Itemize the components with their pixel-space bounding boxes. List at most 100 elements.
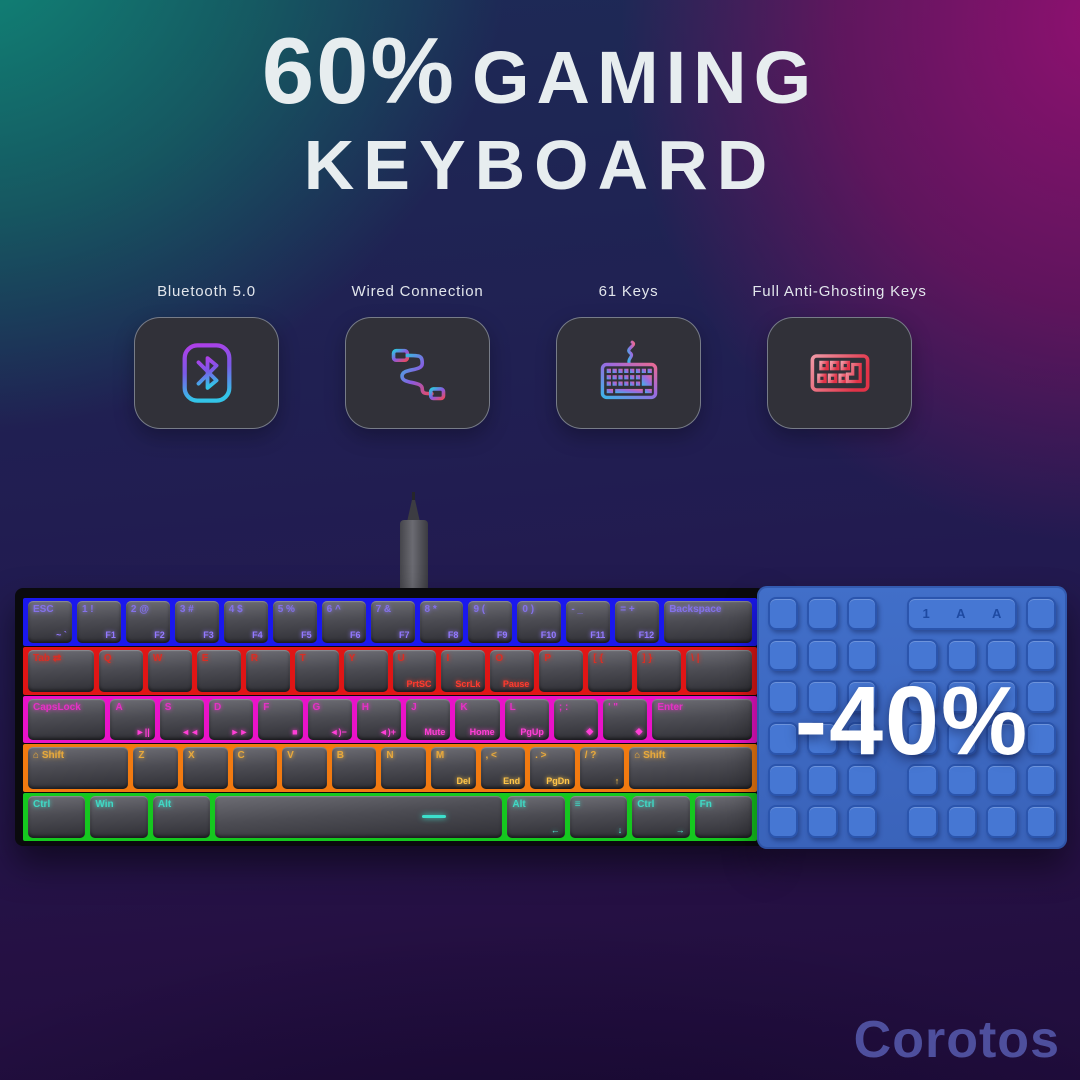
feature-label: Full Anti-Ghosting Keys: [752, 283, 927, 300]
key-legend: Q: [103, 652, 112, 664]
panel-key: [768, 805, 799, 838]
indicator-glyph: A: [991, 605, 1002, 621]
keyboard-key: Enter: [652, 698, 752, 741]
keyboard-key: I ScrLk: [441, 649, 486, 692]
key-sub-legend: ◆: [635, 726, 643, 737]
panel-key: [768, 597, 799, 630]
keyboard-row-1: ESC ~ ` 1 ! F1 2 @ F2 3 # F3 4 $ F4 5 % F5 6 ^ F6 7 & F…: [23, 598, 757, 646]
key-legend: C: [237, 750, 245, 762]
key-legend: X: [187, 750, 195, 762]
keyboard-key: A ►||: [110, 698, 155, 741]
keyboard-key: Alt ←: [507, 796, 565, 838]
panel-key: [907, 763, 938, 797]
keyboard-key: F ■: [258, 698, 303, 741]
keyboard-key: T: [294, 649, 339, 692]
feature-label: 61 Keys: [598, 283, 659, 300]
keyboard-key: = + F12: [615, 601, 660, 643]
key-sub-legend: PgDn: [546, 776, 570, 787]
key-legend: Z: [138, 750, 145, 762]
keyboard-key: \ |: [686, 649, 753, 692]
keyboard-key: 6 ^ F6: [321, 601, 366, 643]
keyboard-61-keys-icon: [600, 340, 657, 400]
key-sub-legend: ►►: [230, 727, 249, 738]
feature-anti-ghosting: Full Anti-Ghosting Keys: [752, 283, 926, 429]
keyboard-key: ⌂ Shift: [629, 747, 752, 790]
bluetooth-icon: [182, 343, 231, 403]
keyboard-key: 2 @ F2: [125, 601, 170, 643]
key-legend: Tab ⇄: [33, 652, 62, 664]
keyboard-key: V: [282, 747, 327, 790]
key-legend: ≡: [574, 799, 581, 811]
usb-cable-icon: [391, 348, 445, 401]
key-legend: - _: [571, 604, 583, 615]
keyboard-key: 0 ) F10: [517, 601, 562, 643]
keyboard-key: Alt: [152, 796, 211, 838]
title-60-percent: 60%: [261, 18, 456, 123]
panel-key: [946, 763, 978, 797]
keyboard-key: Ctrl: [28, 796, 86, 838]
panel-key: [768, 722, 799, 755]
panel-key: [807, 722, 838, 755]
indicator-key: 1 A A: [907, 597, 1017, 630]
key-legend: 6 ^: [326, 604, 341, 615]
keyboard-key: ; : ◆: [553, 698, 599, 741]
panel-key: [1025, 722, 1056, 755]
features-row: Bluetooth 5.0 Wired Connection: [0, 283, 1080, 429]
panel-key: [807, 680, 838, 713]
panel-key-grid: 1 A A: [768, 597, 1056, 838]
keyboard-key: Q: [98, 649, 143, 692]
key-legend: J: [411, 701, 417, 713]
keyboard-key: 4 $ F4: [223, 601, 268, 643]
keyboard-key: K Home: [455, 698, 500, 741]
keyboard-key: Tab ⇄: [28, 649, 94, 692]
keyboard-key: J Mute: [406, 698, 451, 741]
panel-key: [907, 722, 938, 755]
key-legend: R: [250, 652, 258, 664]
keyboard-key: ] }: [637, 649, 682, 692]
panel-key: [1025, 597, 1056, 630]
keyboard-row-2: Tab ⇄ Q W E R T Y U PrtSC I ScrLk O Pause P [ {] } \ |: [23, 646, 757, 695]
panel-key: [846, 597, 878, 630]
feature-wired: Wired Connection: [345, 283, 490, 429]
key-legend: Fn: [699, 799, 712, 811]
feature-card: [134, 317, 279, 429]
panel-key: [1025, 638, 1056, 672]
key-sub-legend: ScrLk: [455, 678, 481, 689]
panel-key: [846, 763, 878, 797]
key-legend: ESC: [33, 604, 54, 615]
keyboard-key: B: [331, 747, 377, 790]
keyboard-key: - _ F11: [566, 601, 611, 643]
key-legend: F: [263, 701, 270, 713]
panel-key: [807, 763, 838, 797]
key-sub-legend: PrtSC: [406, 678, 432, 689]
key-legend: / ?: [584, 750, 597, 762]
key-legend: \ |: [691, 652, 700, 664]
key-legend: L: [509, 701, 516, 713]
keyboard-key: Win: [90, 796, 148, 838]
keyboard-key: 8 * F8: [419, 601, 464, 643]
key-sub-legend: F12: [638, 629, 655, 640]
key-legend: 4 $: [228, 604, 243, 615]
key-legend: Ctrl: [637, 799, 655, 811]
usb-cable: [412, 492, 415, 506]
key-legend: Backspace: [669, 604, 722, 615]
keyboard-key: [215, 796, 503, 838]
discount-label: -40%: [794, 666, 1030, 775]
keyboard-key: 7 & F7: [370, 601, 415, 643]
panel-key: [907, 638, 938, 672]
panel-key: [846, 805, 878, 838]
indicator-glyph: 1: [922, 605, 930, 621]
panel-key: [807, 597, 838, 630]
feature-61-keys: 61 Keys: [556, 283, 701, 429]
key-sub-legend: F3: [203, 629, 214, 640]
key-legend: ⌂ Shift: [33, 750, 65, 762]
key-sub-legend: F9: [496, 629, 508, 640]
keyboard-key: CapsLock: [28, 698, 106, 741]
key-legend: 2 @: [130, 604, 149, 615]
key-sub-legend: ←: [550, 824, 560, 835]
key-sub-legend: F8: [447, 629, 459, 640]
key-sub-legend: ◄)+: [378, 727, 397, 738]
spacebar-led: [421, 815, 446, 819]
key-sub-legend: F11: [590, 629, 606, 640]
